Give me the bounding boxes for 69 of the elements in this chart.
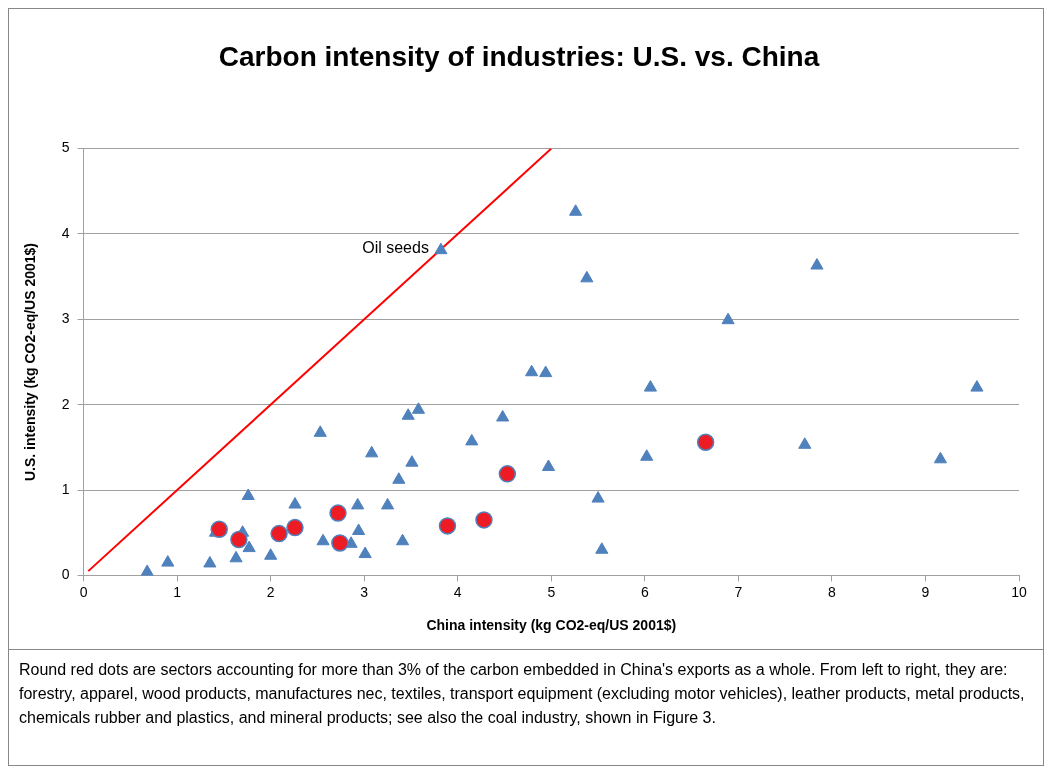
point (381, 497, 395, 510)
point (539, 365, 553, 378)
x-tick-label: 0 (79, 583, 88, 600)
point (798, 437, 812, 449)
point (229, 550, 243, 563)
x-tick-label: 2 (266, 583, 275, 600)
y-tick-label: 3 (61, 310, 70, 327)
point (313, 425, 327, 437)
point (286, 518, 304, 537)
point (392, 472, 406, 484)
point (161, 555, 175, 567)
point (541, 459, 556, 471)
x-axis-title: China intensity (kg CO2-eq/US 2001$) (426, 617, 677, 634)
y-tick-label: 5 (61, 139, 70, 156)
point (933, 451, 947, 464)
point (640, 449, 654, 461)
chart-title: Carbon intensity of industries: U.S. vs. China (218, 40, 820, 72)
point (434, 242, 448, 255)
point (970, 380, 984, 392)
annotation: Oil seeds (362, 238, 429, 256)
point (230, 530, 248, 549)
x-tick-label: 7 (734, 583, 743, 600)
point (498, 465, 517, 483)
point (329, 504, 347, 522)
x-tick-label: 8 (828, 583, 837, 600)
x-tick-label: 9 (921, 583, 930, 600)
y-tick-label: 1 (61, 480, 70, 497)
y-tick-label: 4 (61, 224, 70, 241)
point (288, 497, 302, 509)
point (405, 455, 419, 467)
x-tick-label: 6 (640, 583, 649, 600)
x-tick-label: 3 (360, 583, 369, 600)
point (721, 312, 735, 325)
point (358, 546, 372, 559)
point (270, 524, 288, 543)
point (643, 380, 658, 392)
point (316, 533, 330, 546)
point (203, 555, 217, 568)
point (411, 402, 426, 414)
y-tick-label: 0 (61, 566, 70, 583)
point (810, 258, 824, 270)
point (210, 520, 228, 539)
point (438, 517, 457, 535)
point (465, 433, 479, 446)
y-axis-title: U.S. intensity (kg CO2-eq/US 2001$) (22, 242, 39, 482)
point (351, 497, 365, 510)
point (591, 491, 605, 503)
point (331, 534, 349, 552)
point (696, 433, 715, 451)
point (525, 364, 539, 377)
point (140, 564, 154, 576)
y-tick-label: 2 (61, 395, 70, 412)
point (396, 533, 410, 546)
point (569, 204, 583, 216)
point (352, 523, 366, 536)
point (242, 540, 256, 553)
point (496, 409, 510, 422)
x-tick-label: 4 (453, 583, 462, 600)
point (365, 445, 379, 458)
point (475, 511, 493, 529)
point (241, 488, 255, 501)
x-tick-label: 5 (547, 583, 556, 600)
point (401, 408, 415, 420)
point (264, 548, 278, 560)
text: Round red dots are sectors accounting for more than 3% of the carbon embedded in China's exports as a whole. From left to right, they are: forestry, apparel, wood products, manufactures nec, textiles, transport equipment (excluding motor vehicles), leather products, metal products, chemicals rubber and plastics, and mineral products; see also the coal industry, shown in Figure 3. (19, 660, 1026, 728)
point (595, 542, 609, 554)
x-tick-label: 1 (173, 583, 182, 600)
point (580, 270, 594, 283)
x-tick-label: 10 (1011, 583, 1027, 600)
